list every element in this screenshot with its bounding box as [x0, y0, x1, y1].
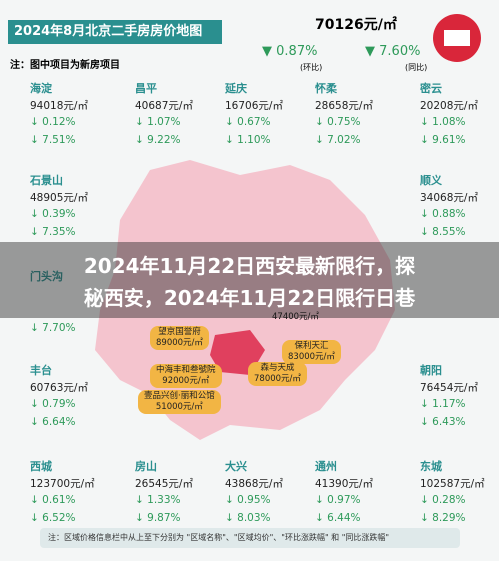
district-mom: ↓ 0.39%: [30, 208, 76, 220]
district-price: 28658元/㎡: [315, 100, 373, 112]
district-price: 60763元/㎡: [30, 382, 88, 394]
avg-price: 70126元/㎡: [315, 17, 397, 33]
district-yoy: ↓ 7.51%: [30, 134, 76, 146]
project-price: 89000元/㎡: [156, 338, 203, 348]
mom-label: (环比): [300, 63, 323, 72]
project: 壹品兴创·丽和公馆 51000元/㎡: [138, 390, 221, 414]
project: 森与天成 78000元/㎡: [248, 362, 307, 386]
district-mom: ↓ 0.79%: [30, 398, 76, 410]
district-price: 102587元/㎡: [420, 478, 485, 490]
mom-value: 0.87%: [276, 44, 318, 59]
district-yoy: ↓ 7.02%: [315, 134, 361, 146]
district-mom: ↓ 0.28%: [420, 494, 466, 506]
district-mom: ↓ 0.95%: [225, 494, 271, 506]
district-yoy: ↓ 6.64%: [30, 416, 76, 428]
yoy-label: (同比): [405, 63, 428, 72]
district-name: 门头沟: [30, 270, 63, 283]
district-yoy: ↓ 8.03%: [225, 512, 271, 524]
district-price: 20208元/㎡: [420, 100, 478, 112]
district-mom: ↓ 0.75%: [315, 116, 361, 128]
district-yoy: ↓ 8.29%: [420, 512, 466, 524]
district-price: 26545元/㎡: [135, 478, 193, 490]
district-mom: ↓ 0.61%: [30, 494, 76, 506]
project: 保利天汇 83000元/㎡: [282, 340, 341, 364]
mom: ▼ 0.87%: [262, 44, 318, 59]
district-name: 石景山: [30, 174, 63, 187]
yoy: ▼ 7.60%: [365, 44, 421, 59]
project-name: 森与天成: [260, 363, 295, 373]
district-mom: ↓ 0.67%: [225, 116, 271, 128]
district-name: 延庆: [225, 82, 247, 95]
footer-box: [40, 528, 460, 548]
district-name: 怀柔: [315, 82, 337, 95]
project: 望京国誉府 89000元/㎡: [150, 326, 209, 350]
district-yoy: ↓ 6.43%: [420, 416, 466, 428]
district-name: 昌平: [135, 82, 157, 95]
district-yoy: ↓ 8.55%: [420, 226, 466, 238]
note: 注：图中项目为新房项目: [10, 60, 120, 71]
district-price: 40687元/㎡: [135, 100, 193, 112]
district-name: 密云: [420, 82, 442, 95]
project-name: 中海丰和叁號院: [156, 365, 216, 375]
district-name: 海淀: [30, 82, 52, 95]
landmark-gate: [444, 30, 470, 46]
district-mom: ↓ 1.17%: [420, 398, 466, 410]
district-mom: ↓ 0.88%: [420, 208, 466, 220]
yoy-value: 7.60%: [379, 44, 421, 59]
district-yoy: ↓ 6.52%: [30, 512, 76, 524]
district-mom: ↓ 0.12%: [30, 116, 76, 128]
project-price: 51000元/㎡: [155, 402, 203, 412]
project: 中海丰和叁號院 92000元/㎡: [150, 364, 222, 388]
district-yoy: ↓ 7.35%: [30, 226, 76, 238]
title: 2024年8月北京二手房房价地图: [8, 20, 222, 44]
district-name: 房山: [135, 460, 157, 473]
project-name: 望京国誉府: [158, 327, 201, 337]
district-price: 41390元/㎡: [315, 478, 373, 490]
project-name: 壹品兴创·丽和公馆: [144, 391, 215, 401]
district-price: 76454元/㎡: [420, 382, 478, 394]
district-price: 16706元/㎡: [225, 100, 283, 112]
district-name: 东城: [420, 460, 442, 473]
district-price: 48905元/㎡: [30, 192, 88, 204]
project-price: 83000元/㎡: [288, 352, 335, 362]
district-price: 34068元/㎡: [420, 192, 478, 204]
district-price: 43868元/㎡: [225, 478, 283, 490]
project-price: 78000元/㎡: [254, 374, 301, 384]
footer: 注：区域价格信息栏中从上至下分别为 "区域名称"、"区域均价"、"环比涨跌幅" …: [48, 533, 390, 542]
district-name: 西城: [30, 460, 52, 473]
district-name: 通州: [315, 460, 337, 473]
district-yoy: ↓ 9.87%: [135, 512, 181, 524]
project-price: 92000元/㎡: [162, 376, 210, 386]
overlay-band: [0, 242, 499, 318]
district-name: 大兴: [225, 460, 247, 473]
district-name: 朝阳: [420, 364, 442, 377]
district-price: 123700元/㎡: [30, 478, 95, 490]
project-name: 保利天汇: [294, 341, 329, 351]
district-mom: ↓ 1.07%: [135, 116, 181, 128]
district-price: 94018元/㎡: [30, 100, 88, 112]
partial-price: 47400元/㎡: [272, 312, 319, 322]
district-mom: ↓ 0.97%: [315, 494, 361, 506]
district-name: 丰台: [30, 364, 52, 377]
district-yoy: ↓ 7.70%: [30, 322, 76, 334]
district-yoy: ↓ 6.44%: [315, 512, 361, 524]
district-yoy: ↓ 9.61%: [420, 134, 466, 146]
district-yoy: ↓ 9.22%: [135, 134, 181, 146]
overlay-headline: 秘西安，2024年11月22日限行日巷: [83, 286, 416, 310]
district-mom: ↓ 1.33%: [135, 494, 181, 506]
district-yoy: ↓ 1.10%: [225, 134, 271, 146]
district-mom: ↓ 1.08%: [420, 116, 466, 128]
district-name: 顺义: [420, 174, 442, 187]
overlay-headline: 2024年11月22日西安最新限行，探: [83, 254, 416, 278]
